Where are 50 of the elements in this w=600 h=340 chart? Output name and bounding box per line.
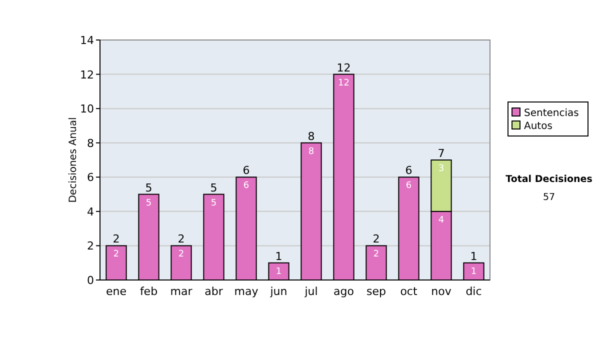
total-label: 5 (210, 181, 218, 194)
data-label: 3 (438, 164, 444, 174)
y-tick-label: 8 (87, 136, 94, 150)
x-tick-label: oct (400, 285, 418, 298)
data-label: 2 (178, 250, 184, 260)
y-axis-title: Decisiones Anual (68, 117, 79, 203)
data-label: 1 (470, 266, 477, 277)
legend-label: Autos (524, 121, 552, 132)
x-tick-label: feb (140, 285, 158, 298)
total-label: 2 (178, 232, 185, 246)
x-tick-label: ene (106, 285, 127, 298)
data-label: 6 (406, 181, 412, 192)
y-tick-label: 6 (87, 171, 94, 184)
y-tick-label: 14 (80, 34, 94, 47)
data-label: 12 (338, 78, 350, 88)
total-label: 7 (438, 147, 445, 160)
total-label: 1 (470, 250, 478, 263)
data-label: 1 (276, 266, 282, 277)
y-tick-label: 2 (87, 240, 94, 253)
x-tick-label: jul (304, 285, 318, 298)
data-label: 5 (146, 198, 152, 208)
data-label: 2 (113, 250, 120, 260)
total-label: 2 (372, 232, 380, 246)
total-label: 6 (242, 164, 250, 178)
data-label: 6 (243, 181, 250, 192)
total-label: 12 (336, 61, 351, 74)
total-label: 1 (275, 250, 282, 263)
y-tick-label: 4 (87, 205, 94, 218)
total-label: 5 (145, 181, 152, 194)
y-tick-label: 12 (80, 68, 94, 82)
y-tick-label: 0 (87, 274, 94, 287)
text: 57 (542, 192, 556, 203)
total-label: 2 (112, 232, 120, 246)
data-label: 2 (373, 250, 380, 260)
x-tick-label: nov (431, 285, 452, 298)
x-tick-label: abr (204, 285, 224, 298)
x-tick-label: jun (269, 285, 288, 298)
y-tick-label: 10 (80, 102, 94, 116)
data-label: 8 (308, 146, 314, 157)
text: Total Decisiones (506, 174, 593, 185)
x-tick-label: mar (170, 285, 193, 298)
legend-label: Sentencias (524, 108, 579, 119)
total-label: 8 (308, 130, 315, 143)
x-tick-label: dic (466, 285, 482, 298)
x-tick-label: sep (366, 285, 386, 298)
data-label: 4 (438, 215, 444, 226)
data-label: 5 (210, 198, 217, 208)
x-tick-label: may (234, 285, 259, 298)
x-tick-label: ago (334, 285, 354, 298)
total-label: 6 (405, 164, 412, 178)
